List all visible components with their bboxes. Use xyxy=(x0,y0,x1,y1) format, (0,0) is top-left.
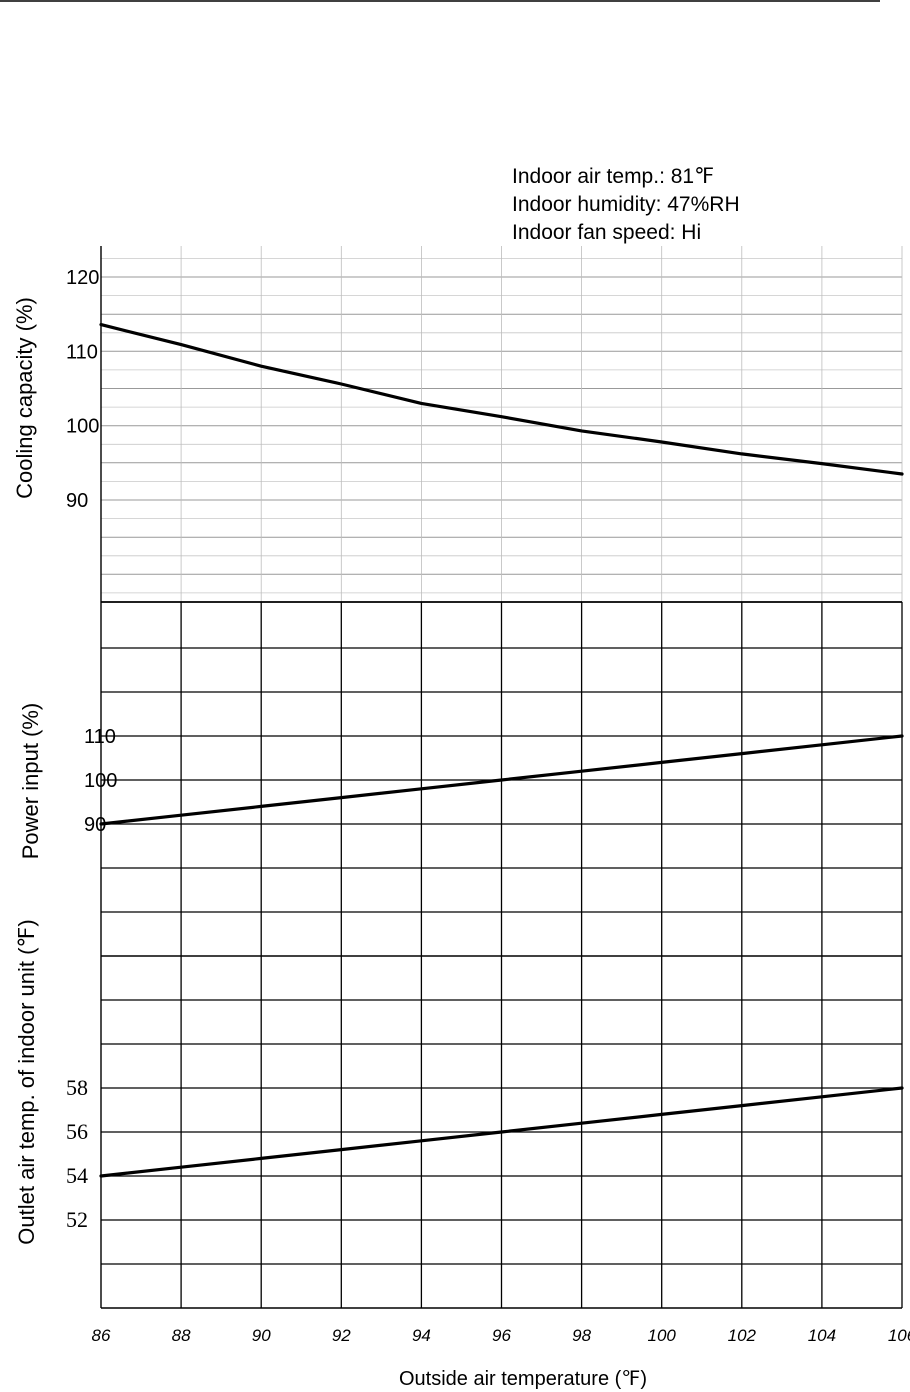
x-axis-tick-labels: 86 88 90 92 94 96 98 100 102 104 106 xyxy=(92,1326,910,1345)
cooling-capacity-line xyxy=(99,323,904,476)
power-input-y-ticks: 90 100 110 xyxy=(84,726,117,836)
x-tick-label: 86 xyxy=(92,1326,111,1345)
power-input-panel: 90 100 110 Power input (%) xyxy=(18,601,904,957)
y-tick-label: 90 xyxy=(84,814,106,836)
x-tick-label: 90 xyxy=(252,1326,271,1345)
power-input-line xyxy=(99,734,904,826)
cooling-capacity-panel: 90 100 110 120 Cooling capacity (%) xyxy=(12,246,904,603)
y-tick-label: 100 xyxy=(84,770,117,792)
y-tick-label: 110 xyxy=(66,341,98,363)
power-input-y-axis-label: Power input (%) xyxy=(18,703,43,860)
cooling-capacity-grid xyxy=(101,246,902,602)
outlet-air-temp-series xyxy=(99,1086,904,1178)
outlet-air-temp-y-axis-label: Outlet air temp. of indoor unit (℉) xyxy=(14,919,39,1244)
power-input-series xyxy=(99,734,904,826)
y-tick-label: 110 xyxy=(84,726,116,748)
cooling-capacity-y-axis-label: Cooling capacity (%) xyxy=(12,297,37,499)
x-tick-label: 92 xyxy=(332,1326,351,1345)
condition-indoor-humidity: Indoor humidity: 47%RH xyxy=(512,193,740,216)
x-tick-label: 104 xyxy=(808,1326,836,1345)
x-tick-label: 88 xyxy=(172,1326,191,1345)
y-tick-label: 58 xyxy=(66,1075,88,1100)
outlet-air-temp-line xyxy=(99,1086,904,1178)
x-tick-label: 106 xyxy=(888,1326,910,1345)
test-conditions: Indoor air temp.: 81℉ Indoor humidity: 4… xyxy=(512,165,740,244)
outlet-air-temp-y-ticks: 52 54 56 58 xyxy=(66,1075,88,1232)
cooling-capacity-y-ticks: 90 100 110 120 xyxy=(66,267,99,512)
y-tick-label: 54 xyxy=(66,1163,88,1188)
y-tick-label: 120 xyxy=(66,267,99,289)
x-tick-label: 98 xyxy=(572,1326,591,1345)
y-tick-label: 90 xyxy=(66,490,88,512)
x-tick-label: 100 xyxy=(648,1326,677,1345)
x-tick-label: 102 xyxy=(728,1326,757,1345)
y-tick-label: 100 xyxy=(66,416,99,438)
x-tick-label: 94 xyxy=(412,1326,431,1345)
x-axis-label: Outside air temperature (℉) xyxy=(399,1368,647,1390)
y-tick-label: 52 xyxy=(66,1207,88,1232)
outlet-air-temp-grid xyxy=(101,956,902,1308)
condition-indoor-fan-speed: Indoor fan speed: Hi xyxy=(512,221,701,244)
outlet-air-temp-panel: 52 54 56 58 Outlet air temp. of indoor unit… xyxy=(14,919,904,1309)
y-tick-label: 56 xyxy=(66,1119,88,1144)
x-tick-label: 96 xyxy=(492,1326,511,1345)
outlet-air-temp-frame xyxy=(100,956,903,1309)
cooling-capacity-series xyxy=(99,323,904,476)
condition-indoor-air-temp: Indoor air temp.: 81℉ xyxy=(512,165,714,188)
